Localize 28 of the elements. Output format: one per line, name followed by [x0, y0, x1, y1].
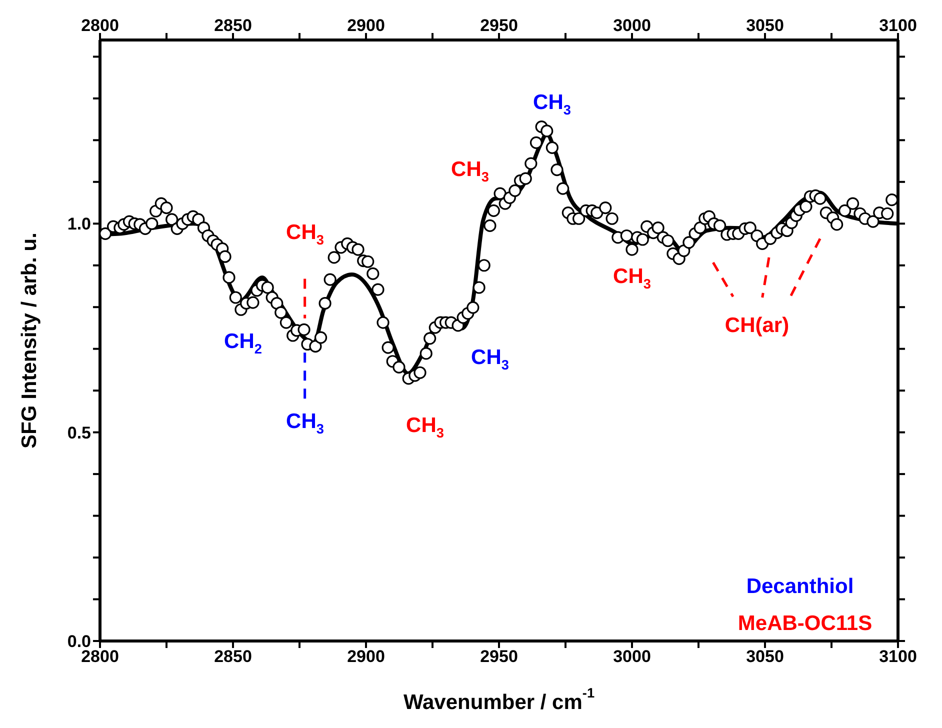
- annotation: CH$_{2}$: [224, 330, 262, 356]
- y-tick-label: 0.5: [67, 423, 91, 442]
- annotation: MeAB-OC11S: [738, 612, 872, 635]
- x2-tick-label: 3050: [746, 647, 784, 666]
- annotation: CH$_{3}$: [533, 90, 572, 117]
- x-tick-label: 2800: [81, 16, 119, 35]
- annotation: CH(ar): [724, 314, 790, 337]
- x-tick-label: 3100: [879, 16, 917, 35]
- annotation: CH$_{3}$: [286, 410, 324, 436]
- x-axis-title: Wavenumber / cm$^{-1}$: [403, 685, 595, 714]
- annotation: CH$_{3}$: [471, 346, 510, 372]
- x2-tick-label: 2900: [347, 647, 385, 666]
- annotation: CH$_{3}$: [451, 158, 490, 184]
- x2-tick-label: 2850: [214, 647, 252, 666]
- x-tick-label: 2950: [480, 16, 518, 35]
- annotation: Decanthiol: [746, 574, 854, 598]
- x-tick-label: 3000: [613, 16, 651, 35]
- x-tick-label: 3050: [746, 16, 784, 35]
- x2-tick-label: 3100: [879, 647, 917, 666]
- x-tick-label: 2900: [347, 16, 385, 35]
- x-tick-label: 2850: [214, 16, 252, 35]
- y-tick-label: 1.0: [67, 214, 91, 234]
- x2-tick-label: 3000: [613, 647, 651, 666]
- annotation: CH$_{3}$: [286, 220, 324, 247]
- annotation: CH$_{3}$: [613, 264, 652, 291]
- x2-tick-label: 2950: [480, 647, 518, 666]
- y-axis-title: SFG Intensity / arb. u.: [18, 232, 41, 448]
- annotation: CH$_{3}$: [406, 414, 444, 440]
